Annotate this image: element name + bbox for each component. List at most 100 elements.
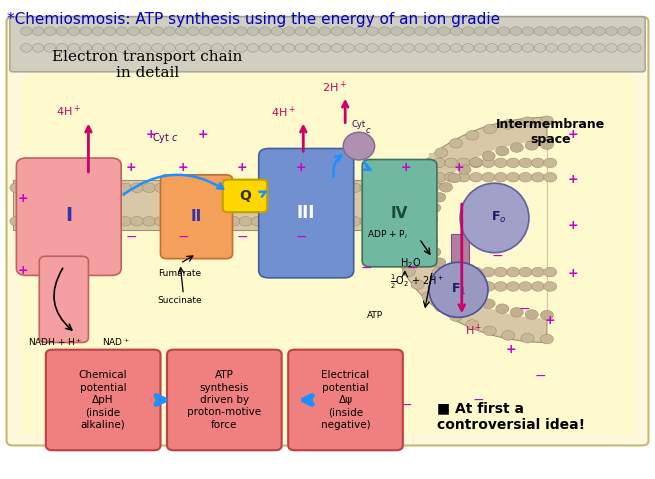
Text: ATP: ATP — [367, 311, 383, 319]
Circle shape — [143, 183, 156, 193]
Ellipse shape — [343, 132, 375, 160]
Circle shape — [432, 267, 445, 277]
Text: −: − — [295, 230, 307, 244]
Circle shape — [155, 217, 168, 226]
Text: +: + — [18, 264, 28, 277]
Circle shape — [462, 44, 474, 52]
Text: +: + — [296, 161, 307, 174]
Circle shape — [22, 183, 35, 193]
Circle shape — [433, 193, 446, 202]
Circle shape — [606, 44, 618, 52]
Circle shape — [534, 27, 546, 35]
Circle shape — [215, 217, 228, 226]
Circle shape — [432, 282, 445, 291]
Circle shape — [106, 217, 119, 226]
Circle shape — [629, 44, 641, 52]
Circle shape — [336, 217, 349, 226]
Circle shape — [510, 27, 522, 35]
Circle shape — [450, 44, 462, 52]
Circle shape — [336, 183, 349, 193]
FancyBboxPatch shape — [7, 17, 648, 445]
Circle shape — [299, 183, 312, 193]
Circle shape — [506, 267, 519, 277]
Text: +: + — [568, 218, 578, 232]
Circle shape — [288, 183, 301, 193]
Circle shape — [482, 282, 495, 291]
Circle shape — [521, 333, 534, 343]
Text: ■ At first a
controversial idea!: ■ At first a controversial idea! — [437, 401, 585, 432]
Ellipse shape — [460, 183, 529, 253]
Circle shape — [494, 158, 507, 168]
Circle shape — [372, 183, 385, 193]
Circle shape — [263, 183, 276, 193]
Circle shape — [435, 148, 448, 158]
Circle shape — [440, 182, 453, 192]
Text: Electrical
potential
Δψ
(inside
negative): Electrical potential Δψ (inside negative… — [321, 370, 370, 430]
Circle shape — [312, 183, 325, 193]
Text: ATP
synthesis
driven by
proton-motive
force: ATP synthesis driven by proton-motive fo… — [187, 370, 261, 430]
Circle shape — [252, 183, 265, 193]
FancyBboxPatch shape — [20, 74, 635, 436]
Circle shape — [462, 27, 474, 35]
Circle shape — [247, 27, 259, 35]
FancyBboxPatch shape — [288, 350, 403, 450]
Circle shape — [360, 183, 373, 193]
Circle shape — [411, 171, 424, 180]
Circle shape — [32, 27, 44, 35]
Text: −: − — [492, 249, 504, 263]
Circle shape — [432, 158, 445, 168]
Circle shape — [83, 183, 96, 193]
Text: H$_2$O: H$_2$O — [400, 257, 421, 270]
Circle shape — [519, 158, 532, 168]
Text: 4H$^+$: 4H$^+$ — [271, 105, 295, 120]
Circle shape — [94, 183, 107, 193]
Text: Matrix: Matrix — [103, 367, 153, 382]
Circle shape — [438, 44, 450, 52]
Circle shape — [422, 292, 435, 301]
Circle shape — [299, 217, 312, 226]
Circle shape — [106, 183, 119, 193]
Text: F$_1$: F$_1$ — [451, 282, 466, 297]
Circle shape — [271, 44, 283, 52]
Circle shape — [425, 236, 438, 246]
Circle shape — [486, 27, 498, 35]
Circle shape — [424, 225, 437, 235]
Circle shape — [223, 27, 235, 35]
Circle shape — [531, 172, 544, 182]
Ellipse shape — [429, 262, 488, 317]
Circle shape — [116, 27, 128, 35]
Circle shape — [319, 27, 331, 35]
Circle shape — [466, 319, 479, 329]
Circle shape — [164, 44, 176, 52]
Circle shape — [176, 27, 187, 35]
Text: IV: IV — [391, 205, 408, 221]
Circle shape — [486, 44, 498, 52]
Circle shape — [402, 267, 415, 276]
Circle shape — [83, 217, 96, 226]
Circle shape — [58, 217, 71, 226]
Text: +: + — [178, 161, 189, 174]
Circle shape — [457, 158, 470, 168]
Circle shape — [415, 44, 426, 52]
Circle shape — [263, 217, 276, 226]
Circle shape — [34, 217, 47, 226]
Circle shape — [140, 27, 151, 35]
Circle shape — [522, 27, 534, 35]
Circle shape — [546, 27, 557, 35]
Circle shape — [422, 159, 435, 168]
Circle shape — [445, 172, 458, 182]
Circle shape — [152, 27, 164, 35]
Text: +: + — [401, 161, 411, 174]
Circle shape — [215, 183, 228, 193]
Circle shape — [525, 141, 538, 150]
Circle shape — [457, 267, 470, 277]
Circle shape — [44, 44, 56, 52]
Circle shape — [498, 27, 510, 35]
Circle shape — [56, 27, 68, 35]
Circle shape — [466, 131, 479, 140]
Circle shape — [143, 217, 156, 226]
Circle shape — [403, 27, 415, 35]
Text: Chemical
potential
ΔpH
(inside
alkaline): Chemical potential ΔpH (inside alkaline) — [79, 370, 128, 430]
Circle shape — [379, 27, 390, 35]
Circle shape — [247, 44, 259, 52]
